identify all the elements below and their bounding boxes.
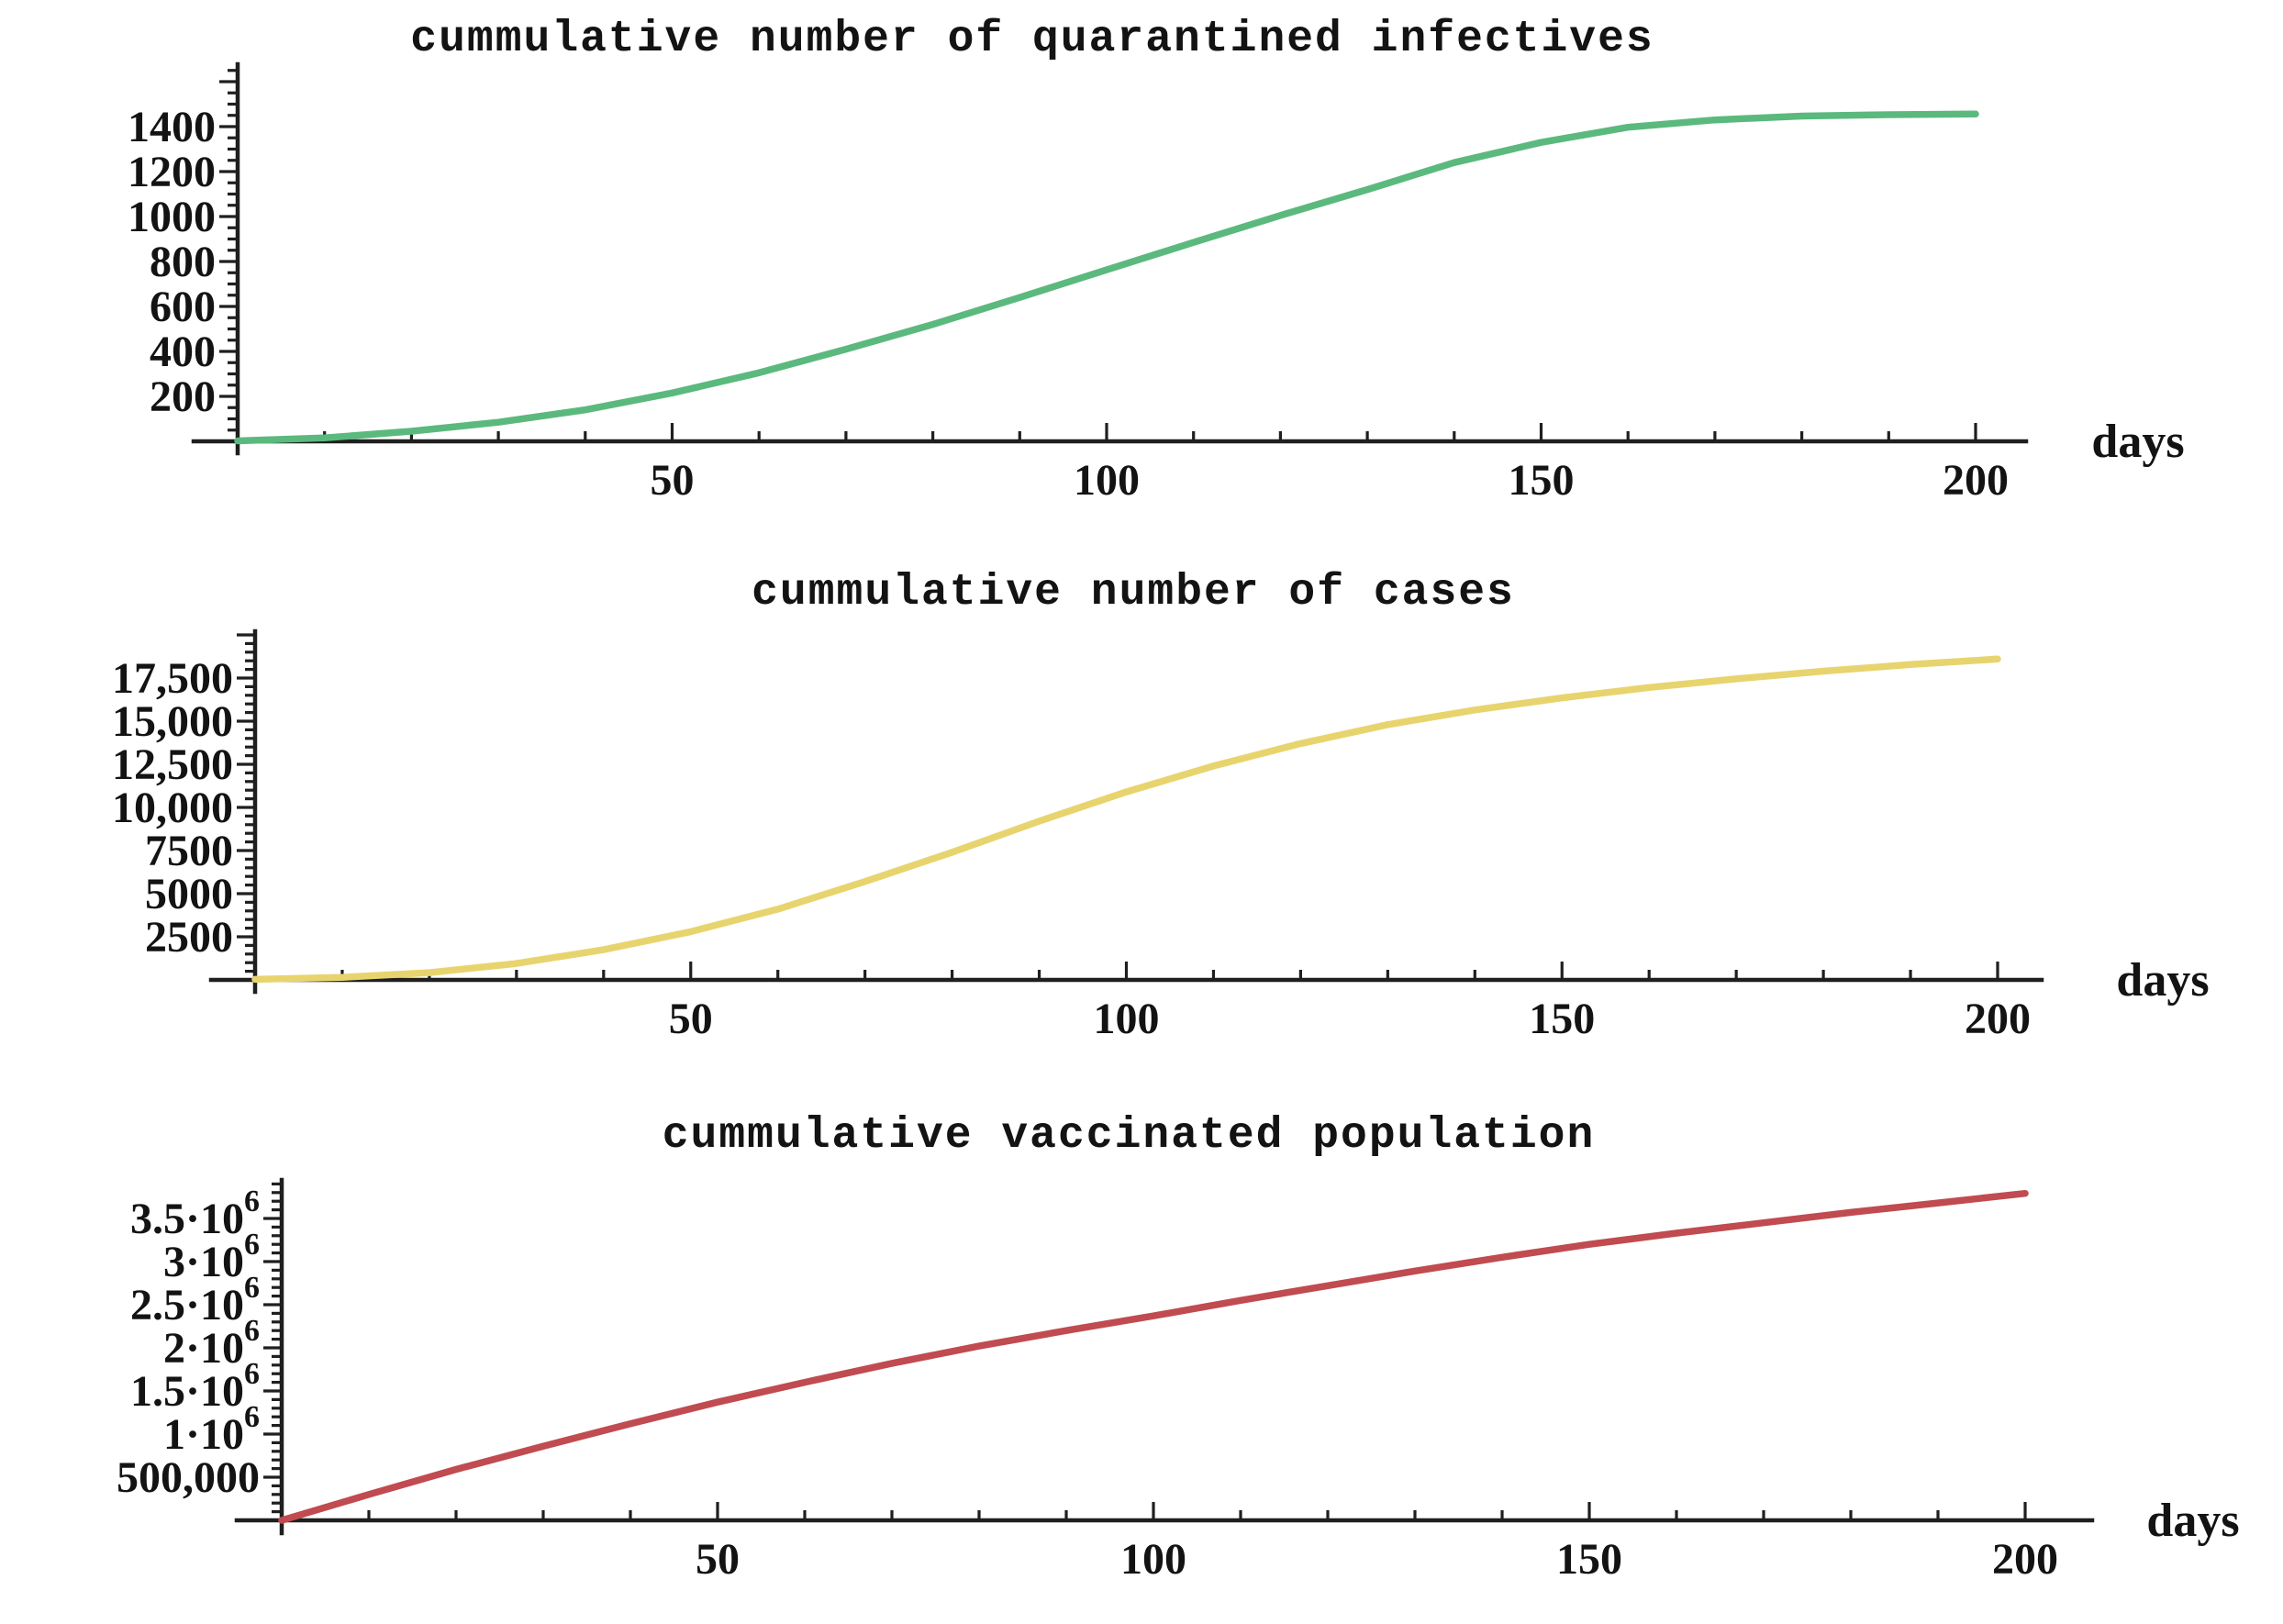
y-tick-label: 10,000 [112,784,233,832]
y-tick-label: 1000 [128,193,216,241]
chart-quarantined-days-label: days [2091,416,2184,468]
y-tick-label: 15,000 [112,697,233,746]
x-tick-label: 100 [1094,995,1160,1043]
chart-vaccinated-axes-and-series: 50 100 150 200 500,0001·1061.5·1062·1062.5·1… [117,1177,2095,1584]
y-tick-label: 400 [150,328,216,376]
x-tick-label: 100 [1074,456,1140,505]
y-tick-label: 200 [150,373,216,421]
x-tick-label: 200 [1943,456,2009,505]
x-tick-label: 50 [696,1535,740,1584]
y-tick-label: 500,000 [117,1453,260,1502]
chart-cases-axes-and-series: 50 100 150 200 25005000750010,00012,50015,00… [112,628,2044,1043]
y-tick-label: 2.5·106 [130,1271,260,1329]
chart-vaccinated-days-label: days [2146,1495,2239,1547]
y-tick-label: 1200 [128,148,216,196]
series-1-curve [251,655,2001,984]
y-tick-label: 600 [150,283,216,331]
chart-quarantined-title: cummulative number of quarantined infect… [410,15,1654,64]
chart-cases-panel: cummulative number of cases 50 100 150 200 2… [112,568,2210,1043]
y-tick-label: 5000 [145,870,233,918]
x-tick-label: 50 [651,456,695,505]
series-2-curve [278,1189,2029,1524]
chart-quarantined-panel: cummulative number of quarantined infect… [128,15,2185,505]
chart-vaccinated-panel: cummulative vaccinated population 50 100 1… [117,1111,2240,1584]
y-tick-label: 800 [150,238,216,286]
y-tick-label: 2·106 [163,1314,260,1373]
series-0-curve [234,110,1979,445]
chart-cases-days-label: days [2116,954,2209,1007]
x-tick-label: 150 [1556,1535,1622,1584]
y-tick-label: 7500 [145,827,233,875]
y-tick-label: 1·106 [163,1400,260,1459]
y-tick-label: 2500 [145,913,233,962]
x-tick-label: 150 [1509,456,1575,505]
y-tick-label: 3.5·106 [130,1185,260,1243]
y-tick-label: 1.5·106 [130,1357,260,1416]
x-tick-label: 150 [1529,995,1595,1043]
chart-cases-title: cummulative number of cases [752,568,1515,617]
y-tick-label: 3·106 [163,1228,260,1286]
x-tick-label: 100 [1120,1535,1186,1584]
chart-vaccinated-title: cummulative vaccinated population [663,1111,1596,1161]
x-tick-label: 50 [669,995,713,1043]
y-tick-label: 17,500 [112,654,233,703]
x-tick-label: 200 [1992,1535,2058,1584]
x-tick-label: 200 [1965,995,2031,1043]
y-tick-label: 12,500 [112,740,233,789]
y-tick-label: 1400 [128,103,216,151]
